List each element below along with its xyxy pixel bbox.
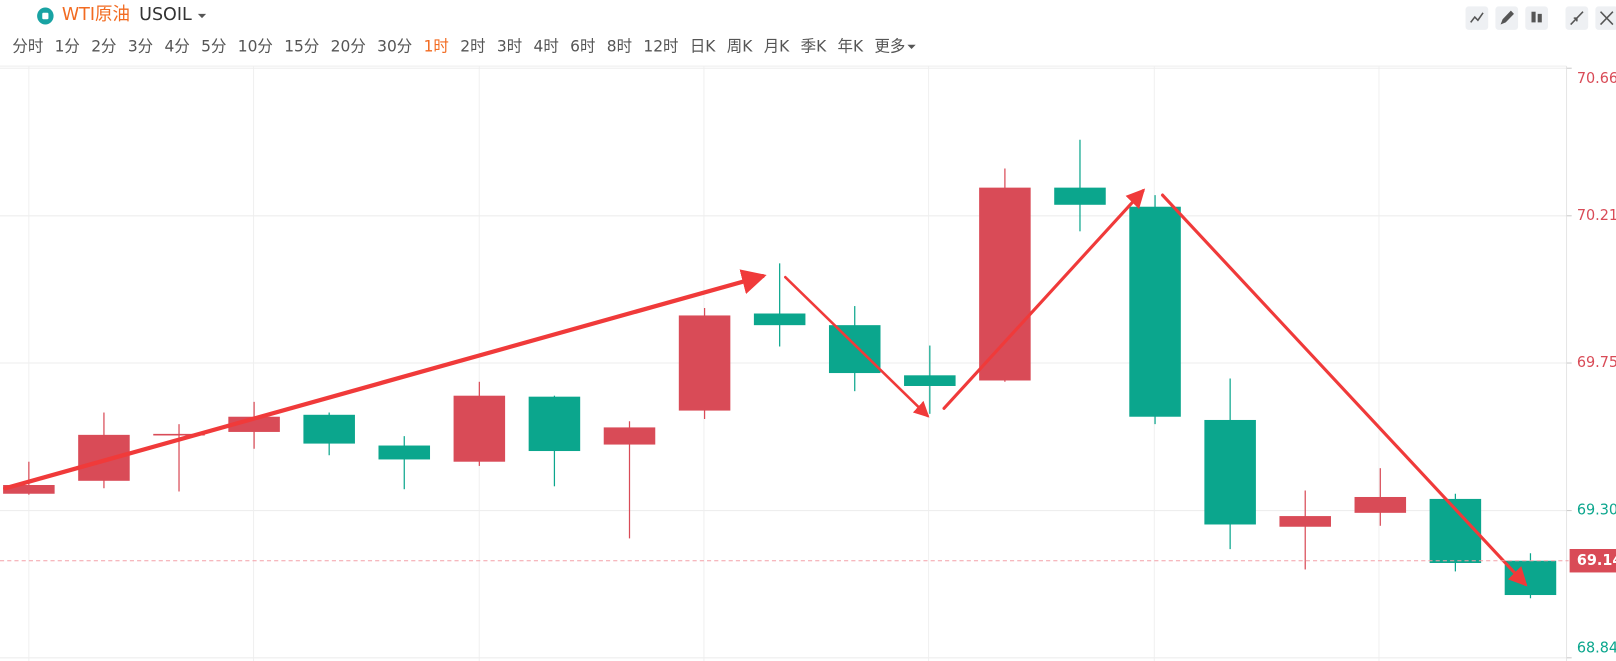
annotation-arrows — [3, 188, 1528, 587]
y-axis: 68.846 69.301 69.757 70.212 70.668 69.146 — [0, 67, 1616, 659]
candle-body — [1279, 516, 1331, 527]
period-button[interactable]: 15分 — [284, 36, 319, 55]
candle-body — [603, 427, 656, 445]
candle-body — [1129, 206, 1181, 417]
arrow — [942, 188, 1146, 410]
period-button[interactable]: 8时 — [607, 36, 633, 55]
period-button[interactable]: 3分 — [128, 36, 154, 55]
tool-button[interactable] — [1525, 6, 1548, 30]
period-button[interactable]: 20分 — [331, 36, 366, 55]
y-tick-label: 68.846 — [1577, 639, 1616, 656]
y-tick-label: 69.301 — [1577, 501, 1616, 518]
tool-icons — [1465, 6, 1616, 30]
candle-body — [153, 433, 205, 436]
period-button[interactable]: 日K — [690, 36, 716, 55]
period-button[interactable]: 2时 — [460, 36, 486, 55]
period-button[interactable]: 30分 — [377, 36, 412, 55]
candle-body — [979, 187, 1031, 381]
candle-body — [904, 375, 956, 386]
candle-body — [453, 395, 506, 462]
symbol-name: WTI原油 — [62, 4, 130, 25]
period-button[interactable]: 周K — [727, 36, 753, 55]
period-button[interactable]: 1分 — [55, 36, 81, 55]
arrow — [1160, 193, 1528, 587]
period-button[interactable]: 10分 — [238, 36, 273, 55]
arrow — [3, 269, 767, 491]
period-button[interactable]: 4时 — [534, 36, 560, 55]
period-button[interactable]: 月K — [764, 36, 790, 55]
y-tick-label: 70.668 — [1577, 70, 1616, 87]
last-price-box — [1569, 548, 1616, 573]
last-price-label: 69.146 — [1577, 552, 1616, 569]
grid — [0, 65, 1568, 661]
candle-body — [528, 396, 581, 452]
candle-body — [1504, 560, 1557, 596]
candle-body — [303, 414, 355, 444]
period-button[interactable]: 6时 — [570, 36, 596, 55]
candle-body — [1054, 187, 1106, 205]
candle-body — [3, 485, 55, 494]
symbol-dropdown[interactable] — [197, 13, 207, 19]
period-button[interactable]: 分时 — [12, 36, 43, 55]
candle-body — [678, 315, 731, 411]
y-tick-label: 70.212 — [1577, 207, 1616, 224]
period-button[interactable]: 3时 — [497, 36, 523, 55]
candle-body — [378, 445, 431, 460]
candle-body — [1354, 496, 1407, 513]
symbol-logo-mark — [42, 12, 49, 20]
period-button[interactable]: 12时 — [643, 36, 678, 55]
candle-body — [1204, 419, 1256, 525]
period-dropdown[interactable] — [907, 44, 916, 50]
symbol-code[interactable]: USOIL — [139, 4, 192, 25]
period-button[interactable]: 季K — [801, 36, 827, 55]
period-button[interactable]: 4分 — [164, 36, 190, 55]
period-bar: 分时 1分 2分 3分 4分 5分 10分 15分 20分 30分 1时 2时 3时 4时 6时 8时 12时日… — [12, 36, 916, 56]
candle-body — [78, 434, 130, 481]
period-button[interactable]: 2分 — [91, 36, 117, 55]
candle-body — [828, 325, 881, 374]
period-button[interactable]: 5分 — [201, 36, 227, 55]
period-button[interactable]: 更多 — [874, 36, 905, 55]
candle-body — [753, 313, 806, 326]
period-button[interactable]: 1时 — [424, 36, 450, 55]
period-button[interactable]: 年K — [838, 36, 864, 55]
arrow — [784, 275, 930, 418]
y-tick-label: 69.757 — [1577, 354, 1616, 371]
